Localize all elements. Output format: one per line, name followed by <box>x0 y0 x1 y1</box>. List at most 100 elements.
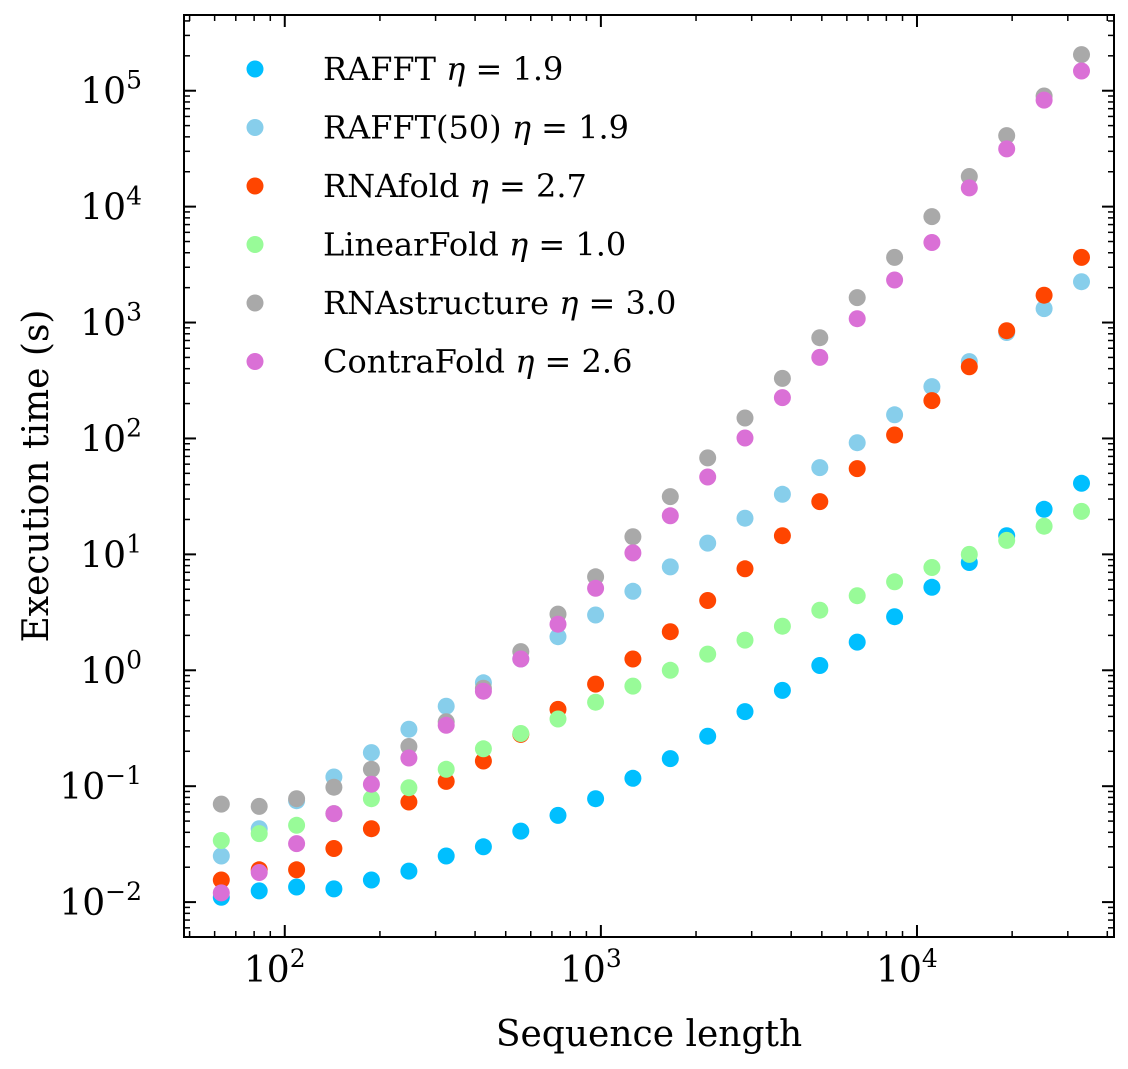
data-point <box>549 710 567 728</box>
data-point <box>811 601 829 619</box>
data-point <box>886 248 904 266</box>
data-point <box>549 615 567 633</box>
data-point <box>736 509 754 527</box>
plot-frame <box>183 14 1115 938</box>
data-point <box>886 406 904 424</box>
data-point <box>998 322 1016 340</box>
data-point <box>212 871 230 889</box>
data-point <box>288 790 306 808</box>
data-point <box>587 693 605 711</box>
data-point <box>624 650 642 668</box>
data-point <box>288 835 306 853</box>
legend-label: ContraFold η = 2.6 <box>323 343 632 381</box>
data-point <box>212 795 230 813</box>
data-point <box>1073 502 1090 520</box>
data-point <box>699 449 717 467</box>
data-point <box>288 878 306 896</box>
data-point <box>549 628 567 646</box>
series-rnastructure <box>212 46 1090 815</box>
data-point <box>587 790 605 808</box>
data-point <box>325 778 343 796</box>
data-point <box>512 822 530 840</box>
data-point <box>250 882 268 900</box>
legend-entry: LinearFold η = 1.0 <box>246 226 626 264</box>
data-point <box>923 378 941 396</box>
data-point <box>998 531 1016 549</box>
data-point <box>960 545 978 563</box>
legend-marker <box>246 236 264 253</box>
data-point <box>923 234 941 251</box>
data-point <box>624 528 642 546</box>
data-point <box>699 645 717 663</box>
legend-label: RAFFT(50) η = 1.9 <box>323 109 629 147</box>
data-point <box>288 861 306 879</box>
series-contrafold <box>212 62 1090 902</box>
tick-label: 104 <box>80 182 142 229</box>
data-point <box>1073 474 1090 492</box>
data-point <box>661 488 679 506</box>
data-point <box>848 289 866 307</box>
legend-label: RNAfold η = 2.7 <box>323 167 587 205</box>
data-point <box>437 772 455 790</box>
data-point <box>1073 248 1090 266</box>
tick-label: 102 <box>244 944 306 991</box>
tick-label: 101 <box>80 529 142 576</box>
tick-label: 100 <box>80 645 142 692</box>
data-point <box>811 348 829 366</box>
data-point <box>736 560 754 578</box>
data-point <box>587 675 605 693</box>
data-point <box>848 434 866 452</box>
data-point <box>362 775 380 793</box>
data-point <box>512 725 530 742</box>
data-point <box>587 579 605 597</box>
data-point <box>624 544 642 562</box>
legend-label: LinearFold η = 1.0 <box>323 226 626 264</box>
data-point <box>773 617 791 635</box>
data-point <box>1073 273 1090 291</box>
data-point <box>773 369 791 387</box>
data-point <box>362 871 380 889</box>
data-point <box>437 716 455 734</box>
legend-entry: RNAfold η = 2.7 <box>246 167 587 205</box>
data-point <box>811 329 829 347</box>
data-point <box>661 558 679 576</box>
data-point <box>773 681 791 699</box>
data-point <box>362 760 380 778</box>
data-point <box>886 573 904 591</box>
data-point <box>773 485 791 503</box>
data-point <box>474 838 492 856</box>
data-point <box>250 825 268 843</box>
data-point <box>773 527 791 545</box>
tick-label: 103 <box>560 944 622 991</box>
data-point <box>474 740 492 758</box>
data-point <box>1073 46 1090 64</box>
data-point <box>400 779 418 797</box>
data-point <box>661 623 679 641</box>
data-point <box>661 507 679 525</box>
data-point <box>811 459 829 477</box>
data-point <box>848 587 866 605</box>
legend-marker <box>246 60 264 78</box>
data-point <box>325 880 343 898</box>
data-point <box>437 847 455 865</box>
x-axis-label: Sequence length <box>496 1014 802 1055</box>
data-point <box>699 534 717 552</box>
data-point <box>811 657 829 674</box>
data-point <box>1073 62 1090 80</box>
data-point <box>699 468 717 486</box>
data-point <box>437 760 455 778</box>
data-point <box>400 749 418 767</box>
data-point <box>923 559 941 576</box>
data-point <box>736 429 754 447</box>
data-point <box>998 127 1016 145</box>
data-point <box>998 140 1016 158</box>
tick-labels: 102 103 104 10−2 10−1 100 101 102 103 104 105 <box>59 66 938 991</box>
tick-label: 10−2 <box>59 877 142 924</box>
legend-entry: RNAstructure η = 3.0 <box>246 284 676 322</box>
legend-label: RNAstructure η = 3.0 <box>323 284 676 322</box>
data-point <box>288 816 306 834</box>
tick-label: 10−1 <box>59 761 142 808</box>
data-point <box>362 744 380 762</box>
data-point <box>699 727 717 745</box>
